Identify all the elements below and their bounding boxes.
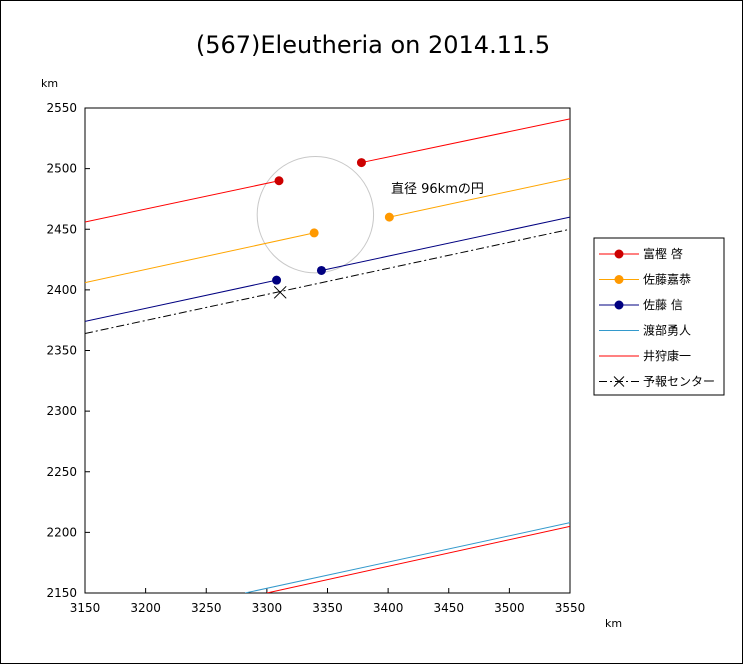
series-line [244, 522, 570, 593]
series-line [321, 216, 570, 271]
diameter-circle [256, 156, 375, 274]
data-point [356, 158, 366, 168]
x-tick-label: 3400 [373, 601, 404, 615]
series-layer [85, 118, 570, 593]
y-tick-label: 2200 [46, 525, 77, 539]
series-line [85, 180, 280, 223]
series-line [389, 177, 570, 218]
x-tick-label: 3200 [130, 601, 161, 615]
y-tick-label: 2150 [46, 586, 77, 600]
x-tick-label: 3350 [312, 601, 343, 615]
chart-title: (567)Eleutheria on 2014.11.5 [196, 31, 550, 59]
data-point [309, 228, 319, 238]
plot-area [84, 107, 571, 594]
y-tick-label: 2550 [46, 101, 77, 115]
legend-entry: 渡部勇人 [599, 323, 691, 338]
data-point [384, 212, 394, 222]
legend-marker [614, 300, 624, 310]
legend-box [593, 237, 725, 396]
legend-marker [614, 249, 624, 259]
legend-entry: 佐藤 信 [599, 298, 683, 312]
y-axis-ticks: 2150 2200 2250 2300 2350 2400 2450 2500 2550 [46, 101, 90, 600]
legend-label: 佐藤嘉恭 [643, 273, 691, 287]
y-tick-label: 2450 [46, 222, 77, 236]
legend-label: 渡部勇人 [643, 323, 691, 338]
y-tick-label: 2350 [46, 344, 77, 358]
legend-entry: 井狩康一 [599, 348, 691, 363]
data-point [272, 275, 282, 285]
x-tick-label: 3500 [494, 601, 525, 615]
y-axis-unit: km [41, 77, 58, 90]
data-point [274, 176, 284, 186]
y-tick-label: 2250 [46, 465, 77, 479]
circle-annotation-label: 直径 96kmの円 [391, 182, 484, 197]
data-point [316, 265, 326, 275]
legend-entry: 佐藤嘉恭 [599, 273, 691, 287]
annotation-layer [256, 156, 375, 274]
x-tick-label: 3250 [191, 601, 222, 615]
x-tick-label: 3450 [433, 601, 464, 615]
data-point-cross [273, 285, 287, 299]
x-tick-label: 3550 [555, 601, 586, 615]
series-line [85, 228, 570, 335]
legend-label: 井狩康一 [643, 348, 691, 363]
x-tick-label: 3300 [252, 601, 283, 615]
x-axis-unit: km [605, 617, 622, 630]
legend-entry: 予報センター [599, 375, 715, 389]
series-line [85, 232, 315, 284]
x-axis-ticks: 3150 3200 3250 3300 3350 3400 3450 3500 3550 [70, 588, 586, 615]
x-tick-label: 3150 [70, 601, 101, 615]
legend-marker [614, 275, 624, 284]
y-tick-label: 2400 [46, 283, 77, 297]
legend-entry: 富樫 啓 [599, 246, 683, 261]
series-line [266, 525, 570, 593]
series-line [85, 279, 277, 322]
series-line [361, 118, 570, 164]
legend-label: 予報センター [643, 375, 715, 389]
legend-label: 富樫 啓 [643, 246, 683, 261]
y-tick-label: 2300 [46, 404, 77, 418]
legend-label: 佐藤 信 [643, 298, 683, 312]
marker-layer [272, 158, 394, 299]
y-tick-label: 2500 [46, 162, 77, 176]
